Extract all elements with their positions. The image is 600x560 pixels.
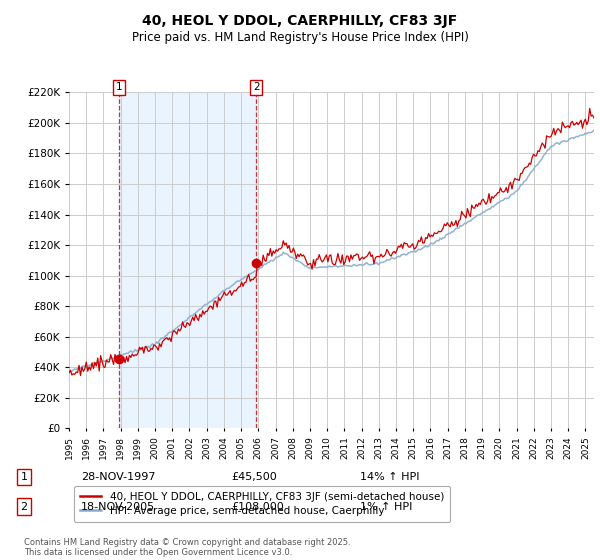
Text: 1: 1 bbox=[116, 82, 122, 92]
Text: 28-NOV-1997: 28-NOV-1997 bbox=[81, 472, 155, 482]
Text: 1: 1 bbox=[20, 472, 28, 482]
Text: 2: 2 bbox=[20, 502, 28, 512]
Legend: 40, HEOL Y DDOL, CAERPHILLY, CF83 3JF (semi-detached house), HPI: Average price,: 40, HEOL Y DDOL, CAERPHILLY, CF83 3JF (s… bbox=[74, 486, 450, 522]
Text: £45,500: £45,500 bbox=[231, 472, 277, 482]
Text: Price paid vs. HM Land Registry's House Price Index (HPI): Price paid vs. HM Land Registry's House … bbox=[131, 31, 469, 44]
Text: 18-NOV-2005: 18-NOV-2005 bbox=[81, 502, 155, 512]
Text: 1% ↑ HPI: 1% ↑ HPI bbox=[360, 502, 412, 512]
Text: £108,000: £108,000 bbox=[231, 502, 284, 512]
Text: 14% ↑ HPI: 14% ↑ HPI bbox=[360, 472, 419, 482]
Text: 40, HEOL Y DDOL, CAERPHILLY, CF83 3JF: 40, HEOL Y DDOL, CAERPHILLY, CF83 3JF bbox=[142, 14, 458, 28]
Bar bbox=[119, 92, 256, 428]
Text: 2: 2 bbox=[253, 82, 260, 92]
Text: Contains HM Land Registry data © Crown copyright and database right 2025.
This d: Contains HM Land Registry data © Crown c… bbox=[24, 538, 350, 557]
